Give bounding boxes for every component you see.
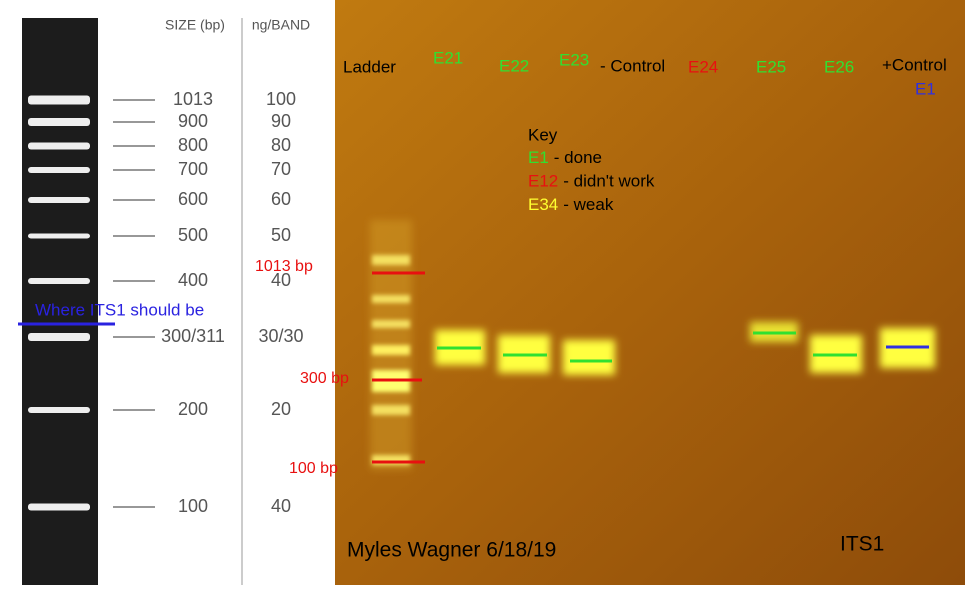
lane-label: Ladder bbox=[343, 57, 396, 76]
size-label: 100 bbox=[178, 496, 208, 516]
size-label: 900 bbox=[178, 111, 208, 131]
size-label: 700 bbox=[178, 159, 208, 179]
marker-label: 300 bp bbox=[300, 370, 349, 387]
ladder-band bbox=[28, 118, 90, 126]
lane-label: E24 bbox=[688, 57, 718, 76]
ng-header: ng/BAND bbox=[252, 17, 310, 33]
target: ITS1 bbox=[840, 533, 884, 556]
size-label: 300/311 bbox=[161, 326, 225, 346]
key-item: E1 - done bbox=[528, 148, 602, 167]
marker-label: 1013 bp bbox=[255, 258, 313, 275]
size-label: 400 bbox=[178, 270, 208, 290]
lane-label: E21 bbox=[433, 48, 463, 67]
key-text: - done bbox=[554, 148, 602, 167]
marker-label: 100 bp bbox=[289, 460, 338, 477]
lane-label: E26 bbox=[824, 57, 854, 76]
ladder-rows: 1013 100 900 90 800 80 700 70 600 60 500 50 400 40 300… bbox=[28, 89, 304, 516]
ng-label: 40 bbox=[271, 496, 291, 516]
ladder-band bbox=[28, 407, 90, 413]
key-code: E12 bbox=[528, 172, 558, 191]
key-item: E12 - didn't work bbox=[528, 172, 655, 191]
lane-note: - Control bbox=[600, 56, 665, 75]
key-code: E1 bbox=[528, 148, 549, 167]
ladder-band bbox=[28, 197, 90, 203]
annotation-lines bbox=[18, 271, 929, 464]
lane-label: E23 bbox=[559, 50, 589, 69]
key-title: Key bbox=[528, 125, 558, 144]
size-header: SIZE (bp) bbox=[165, 17, 225, 33]
key-item: E34 - weak bbox=[528, 195, 614, 214]
lane-label: +Control bbox=[882, 55, 947, 74]
ladder-band bbox=[28, 95, 90, 105]
ladder-band bbox=[28, 142, 90, 150]
gel bbox=[335, 0, 965, 585]
ladder-strip bbox=[22, 18, 98, 585]
ng-label: 60 bbox=[271, 189, 291, 209]
ng-label: 40 bbox=[271, 270, 291, 290]
ng-label: 90 bbox=[271, 111, 291, 131]
ng-label: 50 bbox=[271, 225, 291, 245]
ng-label: 80 bbox=[271, 135, 291, 155]
ng-label: 30/30 bbox=[258, 326, 303, 346]
key-code: E34 bbox=[528, 195, 558, 214]
lane-label: E1 bbox=[915, 79, 936, 98]
lane-label: E22 bbox=[499, 56, 529, 75]
gel-bands bbox=[370, 220, 935, 470]
lane-label: E25 bbox=[756, 57, 786, 76]
ladder-band bbox=[28, 333, 90, 341]
ladder-note: Where ITS1 should be bbox=[35, 300, 204, 319]
ng-label: 20 bbox=[271, 399, 291, 419]
key: E1 - done E12 - didn't work E34 - weak bbox=[528, 148, 655, 214]
author: Myles Wagner 6/18/19 bbox=[347, 539, 556, 562]
size-label: 500 bbox=[178, 225, 208, 245]
ladder-band bbox=[28, 503, 90, 511]
size-label: 600 bbox=[178, 189, 208, 209]
ladder-band bbox=[28, 278, 90, 284]
ladder-band bbox=[28, 167, 90, 173]
ng-label: 70 bbox=[271, 159, 291, 179]
key-text: - didn't work bbox=[563, 172, 655, 191]
ladder-band bbox=[28, 233, 90, 239]
size-label: 200 bbox=[178, 399, 208, 419]
size-label: 800 bbox=[178, 135, 208, 155]
ng-label: 100 bbox=[266, 89, 296, 109]
key-text: - weak bbox=[563, 195, 614, 214]
size-label: 1013 bbox=[173, 89, 213, 109]
